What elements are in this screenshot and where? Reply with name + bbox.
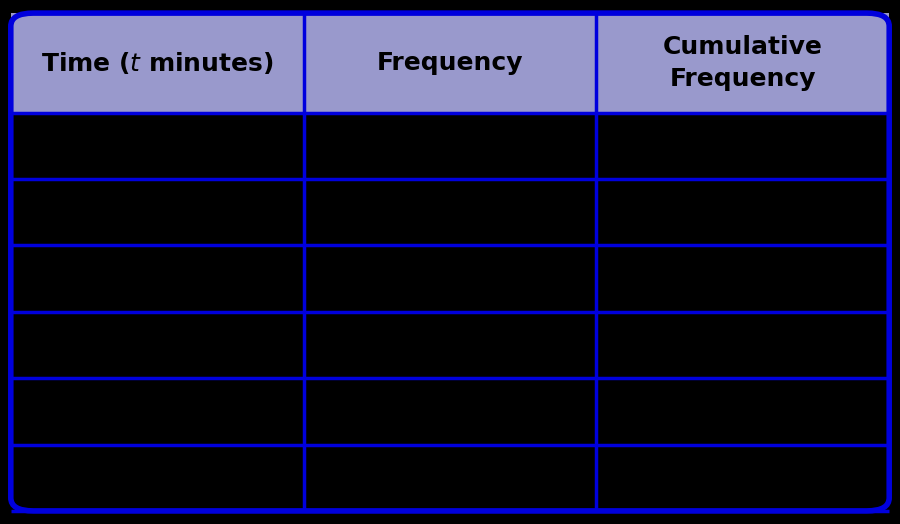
FancyBboxPatch shape [11,13,889,511]
Text: Cumulative
Frequency: Cumulative Frequency [663,35,823,91]
Text: Frequency: Frequency [377,51,523,75]
Bar [11,13,889,113]
Text: Time ($t$ minutes): Time ($t$ minutes) [40,50,274,76]
